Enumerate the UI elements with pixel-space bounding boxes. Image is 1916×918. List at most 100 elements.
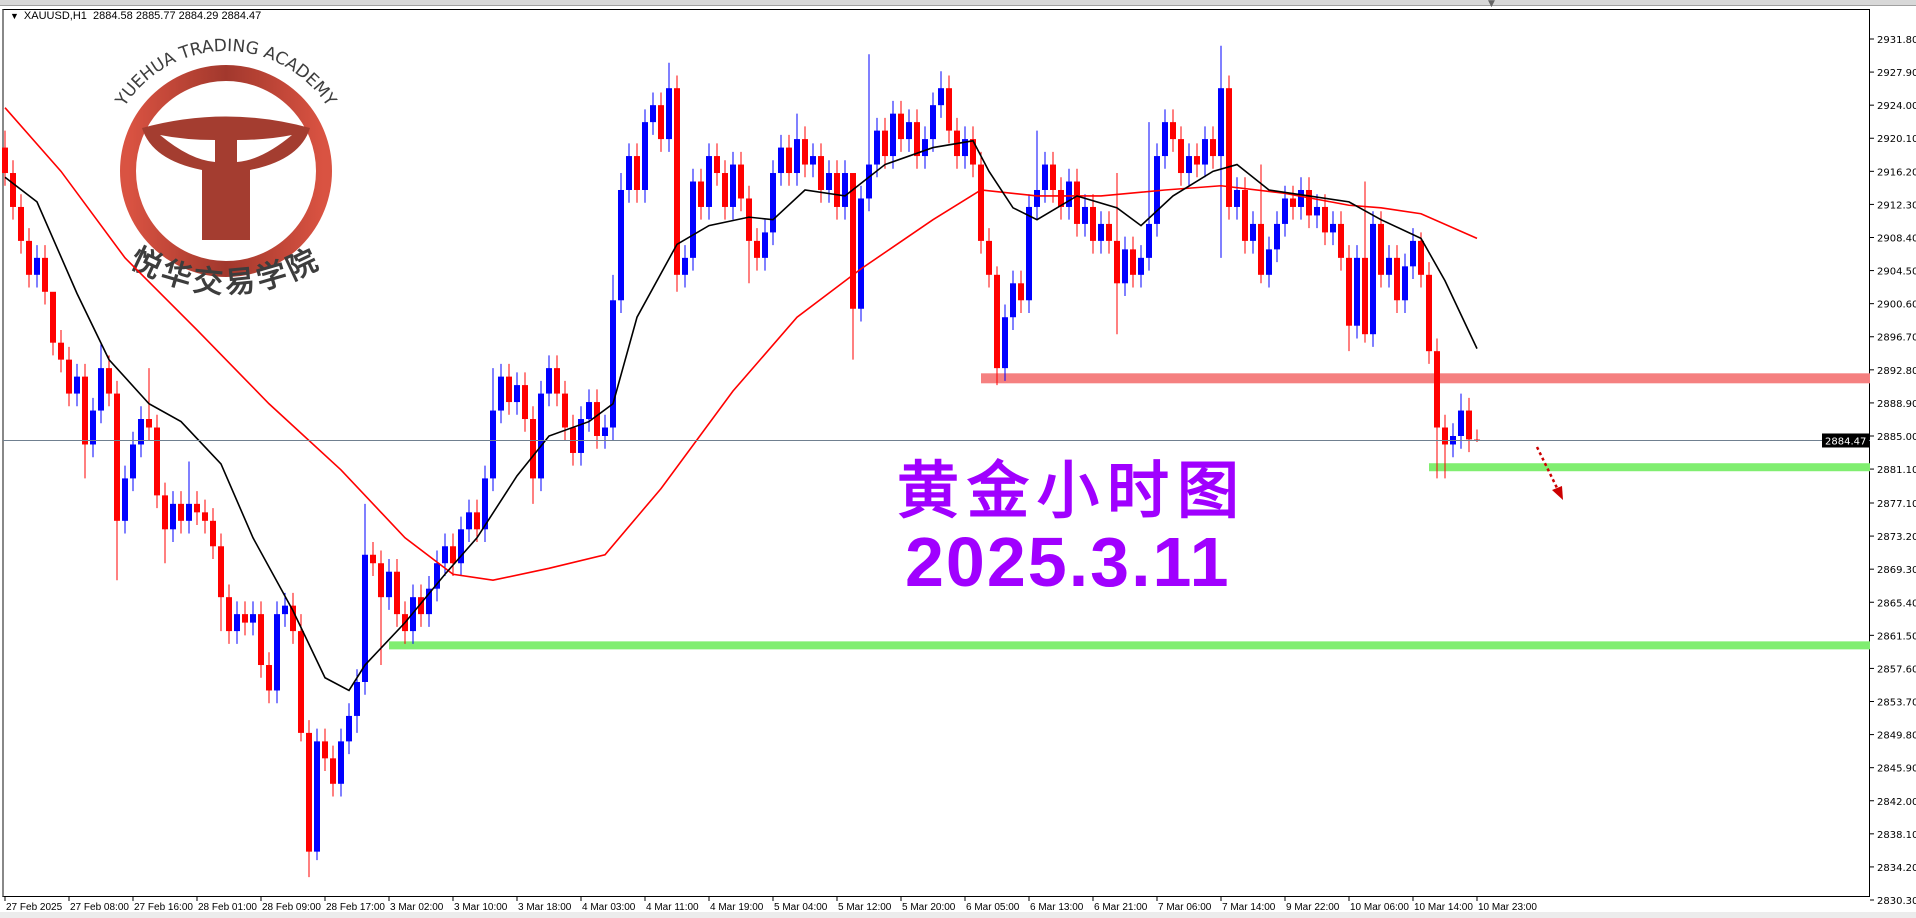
logo-emblem-cutout [160, 135, 292, 162]
scroll-marker-icon[interactable]: ▼ [1488, 0, 1495, 9]
arrow-shaft[interactable] [1535, 446, 1560, 491]
candle [2, 130, 8, 186]
candle-body [834, 173, 840, 207]
candle-body [1162, 122, 1168, 157]
candle [498, 363, 504, 424]
x-tick-label: 6 Mar 21:00 [1094, 902, 1148, 913]
candle [434, 550, 440, 602]
candle-body [1258, 223, 1264, 275]
logo-ring [120, 65, 332, 277]
candle-body [266, 665, 272, 691]
candle-body [714, 156, 720, 174]
candle [578, 406, 584, 466]
candle-body [1362, 257, 1368, 335]
down-arrow-annotation[interactable] [1535, 446, 1563, 500]
candle [986, 228, 992, 288]
y-tick-label: 2927.90 [1877, 68, 1916, 79]
candle [914, 109, 920, 169]
candle-body [938, 88, 944, 106]
candle-body [1066, 181, 1072, 207]
candle [258, 601, 264, 678]
candle-body [1138, 257, 1144, 275]
candle-body [1210, 139, 1216, 157]
candle-body [786, 147, 792, 174]
candle-body [474, 512, 480, 530]
candle [1170, 109, 1176, 152]
horizontal-levels [389, 373, 1870, 650]
candle [1402, 253, 1408, 313]
candle-body [554, 368, 560, 394]
candle [1178, 126, 1184, 186]
candle [58, 329, 64, 373]
y-tick-label: 2908.40 [1877, 233, 1916, 244]
candle-body [298, 631, 304, 733]
x-tick-label: 10 Mar 23:00 [1478, 902, 1537, 913]
candle [330, 745, 336, 797]
candle-body [1234, 189, 1240, 207]
candle-body [594, 402, 600, 436]
candle [890, 100, 896, 169]
candle [282, 592, 288, 627]
candle-body [1346, 257, 1352, 326]
candle [754, 228, 760, 271]
candle-body [114, 393, 120, 521]
window-bottom-border [0, 912, 1916, 918]
candle-body [346, 715, 352, 742]
candle [930, 92, 936, 152]
candle [202, 499, 208, 534]
candle [1434, 338, 1440, 479]
candle-body [274, 614, 280, 691]
candle-body [98, 368, 104, 411]
overlay-title: 黄金小时图 [897, 454, 1248, 527]
candle-body [994, 274, 1000, 369]
candle [522, 372, 528, 432]
candle [946, 75, 952, 144]
candle [554, 355, 560, 407]
candle [602, 414, 608, 449]
y-tick-label: 2842.00 [1877, 797, 1916, 808]
y-tick-label: 2896.70 [1877, 333, 1916, 344]
candle-body [1026, 206, 1032, 301]
candle [114, 380, 120, 581]
candle [354, 669, 360, 733]
candle [970, 126, 976, 178]
candle-body [522, 385, 528, 420]
candle-body [1010, 283, 1016, 318]
candle-body [618, 189, 624, 301]
candle-body [658, 105, 664, 140]
candle [842, 160, 848, 220]
candle [18, 194, 24, 254]
candle [1290, 185, 1296, 220]
y-tick-label: 2838.10 [1877, 830, 1916, 841]
resistance-level-line[interactable] [981, 373, 1870, 384]
candle-body [1458, 410, 1464, 436]
candle [514, 372, 520, 415]
candle-body [146, 419, 152, 428]
candle-body [482, 478, 488, 530]
candle-body [898, 113, 904, 140]
candle-body [1410, 240, 1416, 267]
current-price-label: 2884.47 [1825, 436, 1866, 447]
candle [810, 143, 816, 178]
candle-body [10, 173, 16, 207]
candle-body [1178, 139, 1184, 174]
candle [50, 291, 56, 356]
arrow-head-icon [1552, 486, 1563, 500]
candle [1226, 75, 1232, 220]
x-tick-label: 5 Mar 12:00 [838, 902, 892, 913]
candle [746, 185, 752, 284]
candle-body [322, 741, 328, 759]
support-level-line[interactable] [389, 641, 1870, 650]
candle-body [562, 393, 568, 428]
candle-body [762, 232, 768, 258]
candle-body [674, 88, 680, 275]
candle-body [1122, 249, 1128, 284]
candle [10, 160, 16, 220]
candle-body [90, 410, 96, 445]
dropdown-triangle-icon[interactable]: ▼ [10, 11, 19, 21]
support-level-line[interactable] [1429, 463, 1870, 472]
candle [898, 100, 904, 152]
candle [858, 185, 864, 322]
candle-body [682, 257, 688, 275]
